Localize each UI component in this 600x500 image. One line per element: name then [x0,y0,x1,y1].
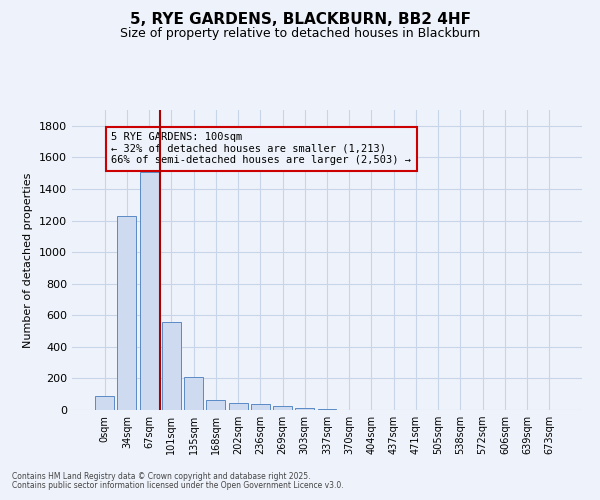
Y-axis label: Number of detached properties: Number of detached properties [23,172,34,348]
Bar [162,322,181,410]
Bar [295,408,314,410]
Bar [251,404,270,410]
Bar [229,403,248,410]
Bar [118,216,136,410]
Bar [184,377,203,410]
Bar [206,400,225,410]
Bar [140,172,158,410]
Bar [273,406,292,410]
Text: 5, RYE GARDENS, BLACKBURN, BB2 4HF: 5, RYE GARDENS, BLACKBURN, BB2 4HF [130,12,470,28]
Text: 5 RYE GARDENS: 100sqm
← 32% of detached houses are smaller (1,213)
66% of semi-d: 5 RYE GARDENS: 100sqm ← 32% of detached … [112,132,412,166]
Text: Contains HM Land Registry data © Crown copyright and database right 2025.: Contains HM Land Registry data © Crown c… [12,472,311,481]
Bar [95,396,114,410]
Bar [317,409,337,410]
Text: Size of property relative to detached houses in Blackburn: Size of property relative to detached ho… [120,28,480,40]
Text: Contains public sector information licensed under the Open Government Licence v3: Contains public sector information licen… [12,481,344,490]
